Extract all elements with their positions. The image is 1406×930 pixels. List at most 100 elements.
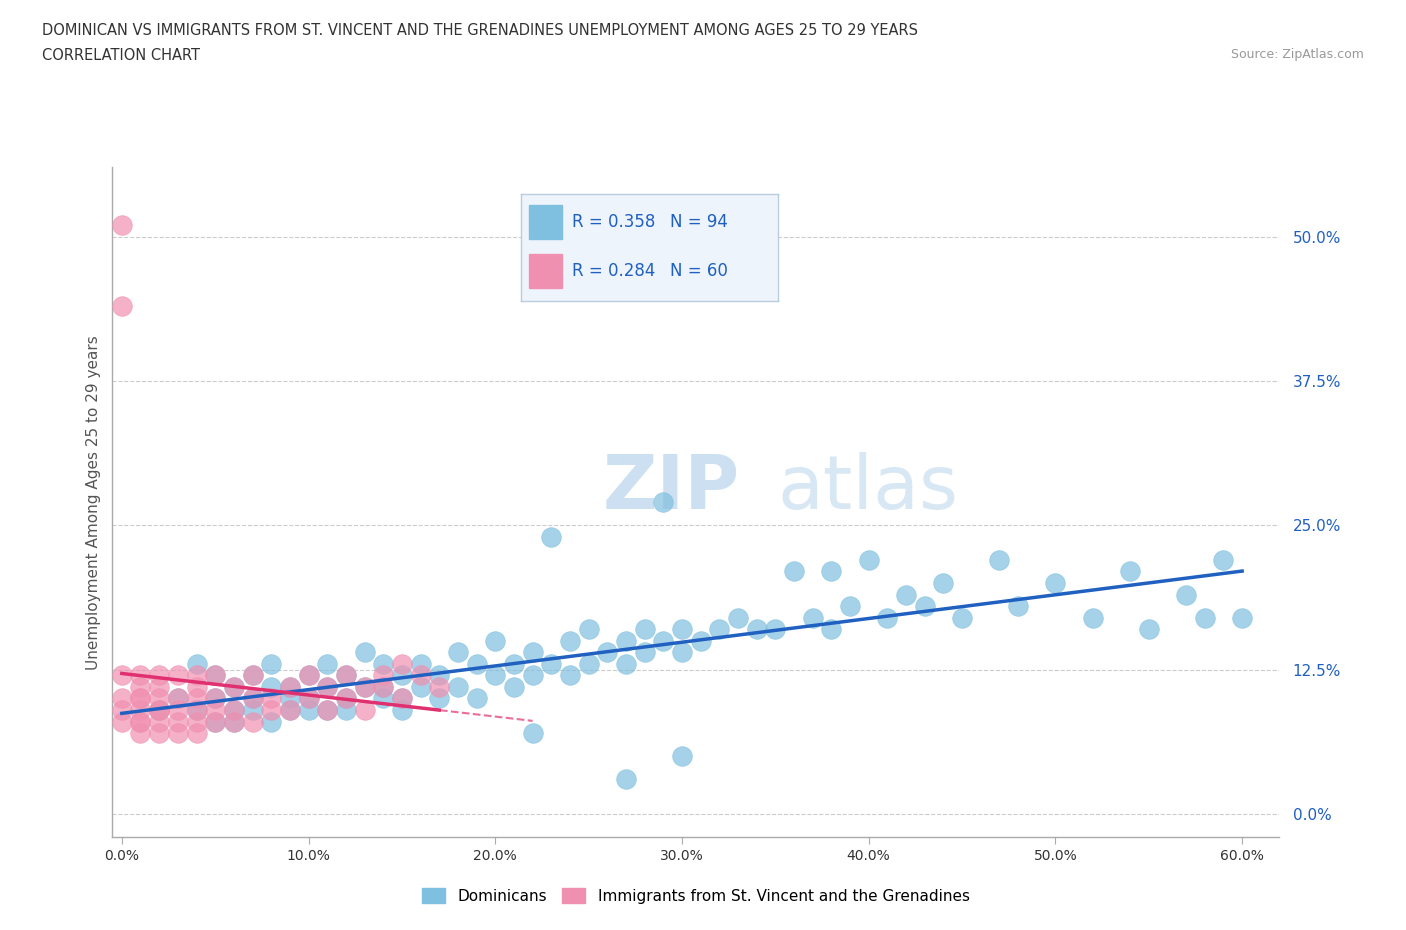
Point [335, 691, 357, 706]
Point [148, 725, 170, 740]
Point [335, 691, 357, 706]
Point [614, 633, 637, 648]
Point [111, 668, 134, 683]
Point [763, 622, 786, 637]
Text: R = 0.358: R = 0.358 [572, 213, 655, 231]
Point [278, 702, 301, 717]
Point [820, 622, 842, 637]
Point [783, 564, 806, 578]
Point [671, 622, 693, 637]
Point [129, 691, 152, 706]
Point [186, 725, 208, 740]
Point [409, 657, 432, 671]
Point [260, 691, 283, 706]
Point [1212, 552, 1234, 567]
Point [522, 725, 544, 740]
Point [858, 552, 880, 567]
Point [129, 691, 152, 706]
Text: ZIP: ZIP [603, 452, 740, 525]
Bar [529, 205, 562, 239]
Point [522, 668, 544, 683]
Point [335, 668, 357, 683]
Point [1175, 587, 1198, 602]
Point [316, 680, 339, 695]
Point [727, 610, 749, 625]
Point [148, 702, 170, 717]
Point [316, 702, 339, 717]
Point [522, 644, 544, 659]
Text: N = 94: N = 94 [669, 213, 728, 231]
Point [278, 702, 301, 717]
Point [373, 680, 395, 695]
Point [540, 529, 562, 544]
Point [166, 725, 188, 740]
Point [932, 576, 955, 591]
Point [353, 702, 375, 717]
Point [465, 657, 488, 671]
Point [204, 668, 226, 683]
Point [614, 657, 637, 671]
Point [186, 680, 208, 695]
Point [166, 691, 188, 706]
Text: R = 0.284: R = 0.284 [572, 262, 655, 280]
Point [391, 691, 413, 706]
Point [166, 714, 188, 729]
Point [1007, 599, 1029, 614]
Point [242, 691, 264, 706]
Point [260, 714, 283, 729]
Point [447, 680, 470, 695]
Y-axis label: Unemployment Among Ages 25 to 29 years: Unemployment Among Ages 25 to 29 years [86, 335, 101, 670]
Point [278, 680, 301, 695]
Point [111, 691, 134, 706]
Point [353, 644, 375, 659]
Point [111, 714, 134, 729]
Point [373, 691, 395, 706]
Point [278, 691, 301, 706]
Point [297, 702, 319, 717]
Point [427, 680, 450, 695]
Point [166, 691, 188, 706]
Point [242, 702, 264, 717]
Text: CORRELATION CHART: CORRELATION CHART [42, 48, 200, 63]
Point [335, 702, 357, 717]
Point [166, 702, 188, 717]
Point [242, 668, 264, 683]
Point [222, 680, 245, 695]
Point [148, 691, 170, 706]
Point [876, 610, 898, 625]
Point [278, 680, 301, 695]
Point [1119, 564, 1142, 578]
Point [222, 702, 245, 717]
Point [148, 668, 170, 683]
Point [186, 702, 208, 717]
Point [166, 668, 188, 683]
Point [409, 668, 432, 683]
Point [204, 702, 226, 717]
Point [465, 691, 488, 706]
Text: DOMINICAN VS IMMIGRANTS FROM ST. VINCENT AND THE GRENADINES UNEMPLOYMENT AMONG A: DOMINICAN VS IMMIGRANTS FROM ST. VINCENT… [42, 23, 918, 38]
Point [186, 668, 208, 683]
Point [671, 644, 693, 659]
Point [652, 495, 675, 510]
Point [1081, 610, 1104, 625]
Point [204, 691, 226, 706]
Point [242, 668, 264, 683]
Point [1194, 610, 1216, 625]
Point [260, 702, 283, 717]
Point [484, 668, 506, 683]
Point [820, 564, 842, 578]
Point [222, 680, 245, 695]
Point [111, 299, 134, 313]
Point [260, 680, 283, 695]
Point [373, 668, 395, 683]
Point [1230, 610, 1253, 625]
Point [297, 691, 319, 706]
Point [316, 680, 339, 695]
Point [614, 772, 637, 787]
Legend: Dominicans, Immigrants from St. Vincent and the Grenadines: Dominicans, Immigrants from St. Vincent … [416, 882, 976, 910]
Point [297, 691, 319, 706]
Point [988, 552, 1011, 567]
Point [129, 714, 152, 729]
Point [409, 680, 432, 695]
Point [558, 668, 581, 683]
